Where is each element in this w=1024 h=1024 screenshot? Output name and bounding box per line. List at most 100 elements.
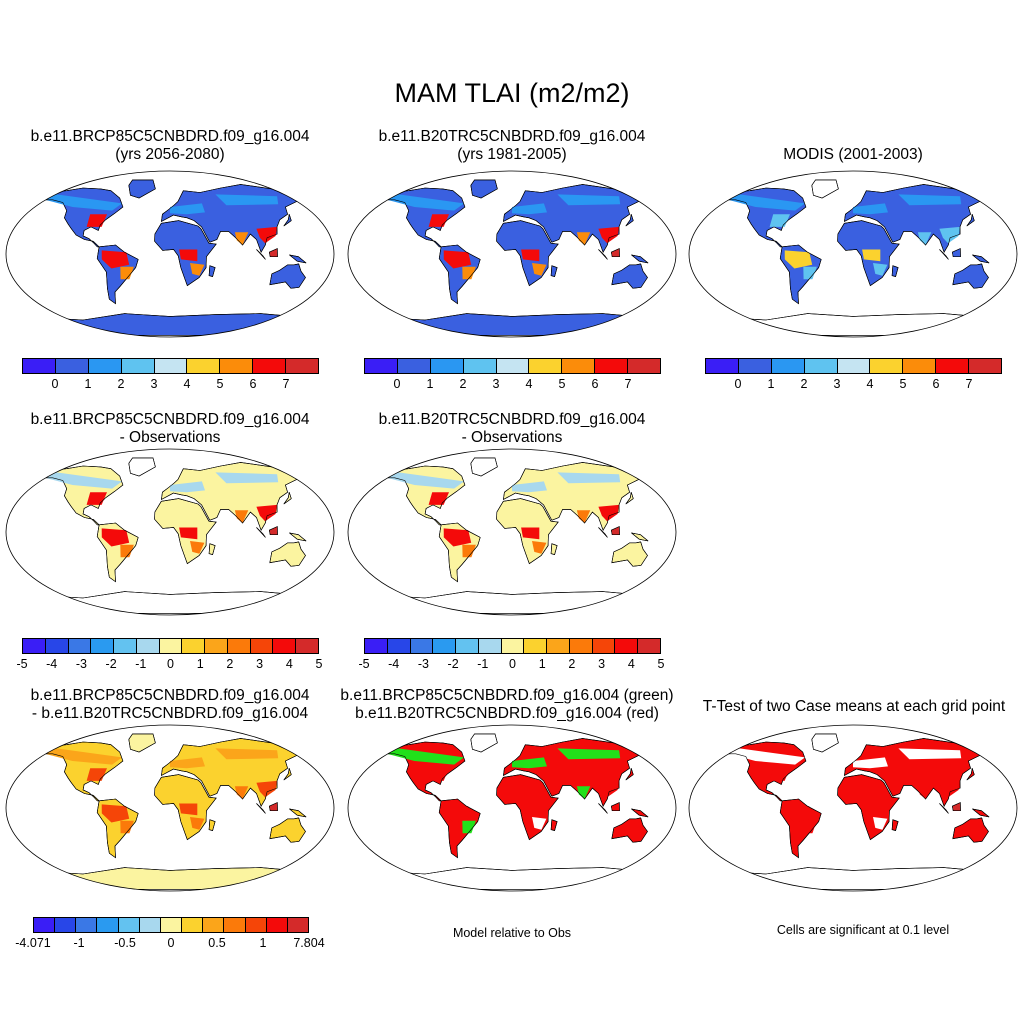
colorbar-label: 1 (767, 377, 775, 391)
colorbar-label: -4 (388, 657, 400, 671)
landmass-antarctica (36, 591, 304, 614)
colorbar-box (253, 359, 287, 373)
region-siberia (215, 472, 279, 484)
coastline-indonesia1 (256, 249, 266, 260)
coastline-greenland (470, 733, 498, 753)
region-eus (86, 768, 107, 781)
region-seasia (598, 504, 619, 522)
colorbar-box (203, 918, 225, 932)
region-borneo (952, 248, 961, 257)
colorbar-labels: -5 -4 -3 -2 -1 0 1 2 3 4 5 (16, 654, 322, 671)
colorbar-diff-1: -5 -4 -3 -2 -1 0 1 2 3 4 5 (16, 638, 322, 671)
colorbar-labels: 0 1 2 3 4 5 6 7 (705, 374, 1002, 391)
colorbar-box (187, 359, 221, 373)
coastline-greenland (470, 457, 498, 477)
colorbar-label: -4.071 (15, 936, 51, 950)
coastline-indonesia2 (951, 248, 961, 257)
map-panel-2 (347, 170, 677, 338)
colorbar-box (903, 359, 937, 373)
region-amazon (784, 250, 813, 269)
land-layer (719, 733, 992, 890)
region-india (234, 786, 249, 799)
map-panel-6 (5, 724, 335, 892)
landmass-newguinea (972, 808, 990, 818)
map-panel-7 (347, 724, 677, 892)
colorbar-label: 1 (538, 657, 546, 671)
coastline-antarctica (378, 867, 646, 890)
landmass-greenland (811, 179, 839, 199)
landmass-antarctica (378, 867, 646, 890)
colorbar-box (139, 918, 161, 932)
colorbar-box (55, 359, 89, 373)
region-india (576, 510, 591, 523)
colorbar-box (569, 639, 593, 653)
coastline-madagascar (550, 819, 558, 831)
region-india (576, 786, 591, 799)
coastline-newguinea (972, 808, 990, 818)
coastline-samerica (438, 798, 481, 859)
region-india (576, 232, 591, 245)
colorbar-label: -1 (135, 657, 147, 671)
coastline-eurasia (844, 184, 992, 253)
region-siberia (557, 472, 621, 484)
region-europe (853, 757, 888, 769)
colorbar-box (433, 639, 457, 653)
colorbar-label: -1 (73, 936, 85, 950)
figure-title: MAM TLAI (m2/m2) (394, 78, 630, 108)
colorbar-label: 7 (965, 377, 973, 391)
region-safrica (532, 263, 547, 276)
region-india (917, 786, 932, 799)
land-layer (719, 179, 992, 336)
colorbar-box (91, 639, 115, 653)
region-europe (512, 203, 547, 215)
colorbar-boxes (705, 358, 1002, 374)
coastline-japan (966, 214, 975, 227)
colorbar-box (34, 918, 56, 932)
colorbar-labels: 0 1 2 3 4 5 6 7 (22, 374, 319, 391)
globe-border (688, 170, 1018, 338)
colorbar-box (23, 359, 56, 373)
coastline-africa (154, 498, 217, 565)
coastline-samerica (438, 522, 481, 583)
colorbar-box (287, 918, 309, 932)
region-seasia (939, 226, 960, 244)
colorbar-box (524, 639, 548, 653)
coastline-greenland (811, 179, 839, 199)
colorbar-box (478, 639, 502, 653)
coastline-newguinea (289, 808, 307, 818)
landmass-greenland (470, 457, 498, 477)
coastline-australia (269, 263, 306, 289)
region-congo (179, 527, 198, 540)
region-europe (512, 757, 547, 769)
land-layer (36, 733, 309, 890)
colorbar-label: 2 (568, 657, 576, 671)
region-borneo (269, 248, 278, 257)
panel-title-3: MODIS (2001-2003) (783, 146, 923, 163)
globe-border (347, 448, 677, 616)
region-boreal (386, 472, 465, 489)
landmass-antarctica (378, 313, 646, 336)
coastline-australia (269, 541, 306, 567)
coastline-eurasia (844, 738, 992, 807)
colorbar-box (205, 639, 228, 653)
colorbar-label: -2 (447, 657, 459, 671)
colorbar-label: 2 (459, 377, 467, 391)
coastline-australia (611, 817, 648, 843)
region-safrica (873, 263, 888, 276)
land-layer (378, 179, 651, 336)
coastline-samerica (96, 798, 139, 859)
region-boreal (727, 748, 806, 765)
region-amazon (443, 528, 472, 547)
colorbar-label: 4 (627, 657, 635, 671)
colorbar-label: -5 (358, 657, 370, 671)
region-siberia (898, 748, 962, 760)
colorbar-labels: -5 -4 -3 -2 -1 0 1 2 3 4 5 (358, 654, 664, 671)
colorbar-box (266, 918, 288, 932)
region-brazil_se (462, 266, 476, 280)
colorbar-box (595, 359, 629, 373)
region-borneo (611, 802, 620, 811)
coastline-samerica (779, 798, 822, 859)
colorbar-box (397, 359, 431, 373)
region-india (917, 232, 932, 245)
colorbar-label: 5 (558, 377, 566, 391)
